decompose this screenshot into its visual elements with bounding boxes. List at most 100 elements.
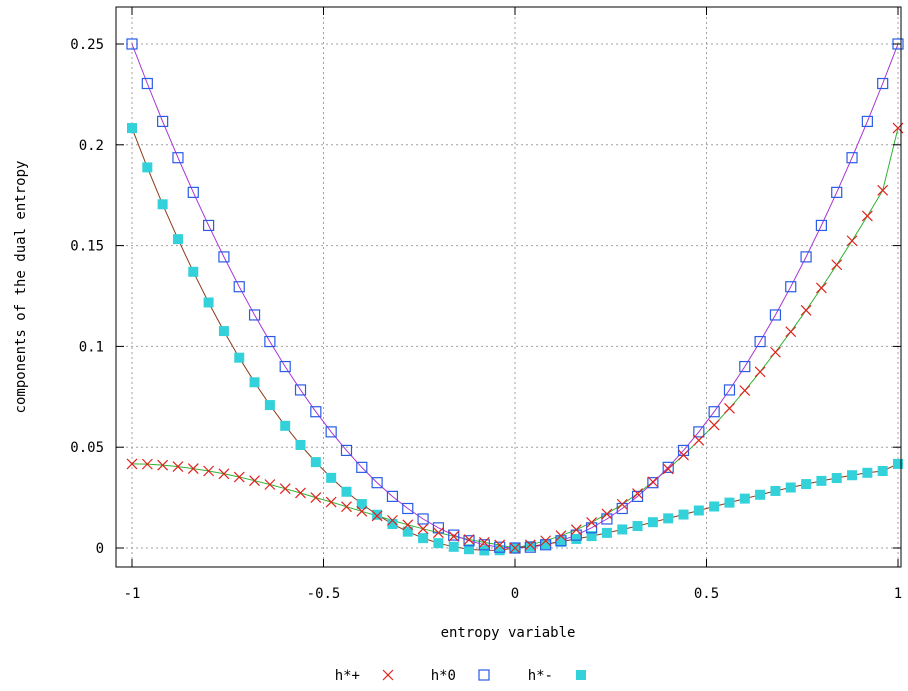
data-point (877, 184, 889, 196)
data-point (279, 483, 291, 495)
grid (116, 7, 901, 567)
data-point (141, 458, 153, 470)
data-point (708, 419, 720, 431)
data-point (126, 38, 138, 50)
data-point (372, 509, 383, 520)
data-point (157, 199, 168, 210)
data-point (708, 406, 720, 418)
data-point (525, 541, 536, 552)
data-point (187, 463, 199, 474)
data-point (509, 542, 521, 554)
data-point (248, 309, 261, 321)
data-point (387, 514, 398, 526)
data-point (218, 468, 230, 480)
data-point (371, 477, 383, 489)
data-point (386, 490, 399, 502)
data-point (417, 523, 429, 535)
data-point (632, 488, 643, 499)
data-point (800, 304, 812, 316)
data-point (785, 482, 796, 493)
data-point (877, 77, 889, 90)
data-point (509, 542, 521, 554)
data-point (479, 545, 490, 556)
data-point (724, 497, 735, 508)
data-point (448, 529, 460, 541)
data-point (709, 501, 720, 512)
data-point (586, 516, 598, 528)
y-axis-label: components of the dual entropy (13, 161, 29, 414)
data-point (785, 281, 797, 293)
data-point (187, 186, 199, 198)
legend-label: h*- (528, 668, 553, 684)
data-point (846, 235, 858, 247)
data-point (234, 352, 245, 363)
data-point (233, 471, 245, 483)
data-point (325, 426, 337, 438)
data-point (264, 479, 276, 490)
data-point (801, 479, 812, 490)
data-point (555, 530, 567, 542)
data-point (433, 538, 444, 549)
x-tick-label: 0.5 (694, 586, 719, 602)
data-point (126, 458, 138, 470)
data-point (755, 489, 766, 500)
data-point (464, 544, 475, 555)
data-point (141, 77, 153, 90)
data-point (540, 535, 552, 547)
data-point (831, 473, 842, 484)
data-point (494, 545, 505, 556)
data-point (877, 465, 888, 476)
data-point (371, 510, 383, 522)
data-point (340, 444, 353, 457)
data-point (494, 541, 506, 553)
data-point (647, 477, 659, 489)
data-point (831, 186, 843, 198)
data-point (815, 219, 828, 232)
data-point (724, 402, 735, 414)
data-point (555, 536, 566, 547)
data-point (586, 531, 597, 542)
data-point (188, 266, 199, 277)
data-point (294, 384, 307, 396)
data-point (754, 366, 766, 378)
y-tick-label: 0.1 (79, 339, 104, 355)
data-point (326, 472, 337, 483)
data-point (739, 493, 750, 504)
data-point (815, 282, 827, 294)
x-axis-label: entropy variable (441, 625, 576, 641)
data-point (249, 377, 260, 388)
data-point (524, 539, 536, 551)
data-point (402, 526, 413, 537)
data-point (172, 461, 184, 472)
data-point (816, 475, 827, 486)
data-point (172, 234, 183, 245)
data-point (356, 499, 367, 510)
data-point (478, 536, 490, 548)
series-markers-h*- (127, 123, 903, 556)
data-point (647, 517, 658, 528)
series-markers (126, 38, 904, 556)
data-point (647, 476, 659, 488)
data-point (785, 326, 797, 338)
data-point (800, 251, 812, 263)
data-point (754, 335, 766, 348)
data-point (463, 534, 475, 545)
data-point (739, 360, 751, 373)
data-point (571, 533, 582, 544)
data-point (295, 439, 306, 450)
data-point (157, 459, 169, 471)
x-tick-label: -1 (124, 586, 141, 602)
data-point (127, 123, 137, 134)
y-tick-label: 0 (96, 541, 104, 557)
data-point (861, 210, 873, 222)
data-point (310, 492, 322, 504)
data-point (678, 449, 689, 461)
data-point (448, 541, 459, 552)
data-point (295, 487, 306, 499)
x-tick-label: 1 (894, 586, 902, 602)
data-point (310, 457, 321, 468)
data-point (770, 346, 781, 358)
data-point (218, 326, 229, 337)
data-point (570, 524, 582, 536)
